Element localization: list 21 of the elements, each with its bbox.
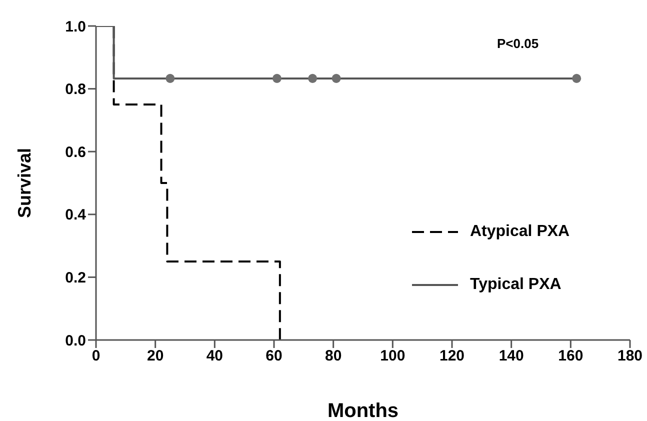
x-tick-label: 100	[380, 348, 406, 365]
x-axis-title: Months	[327, 400, 399, 421]
y-tick-label: 0.8	[65, 81, 86, 98]
y-axis-title: Survival	[14, 148, 34, 218]
y-tick-label: 0.6	[65, 144, 86, 161]
x-tick-label: 140	[498, 348, 524, 365]
y-tick-label: 1.0	[65, 18, 86, 36]
x-tick-label: 40	[206, 348, 224, 365]
x-tick-label: 80	[324, 348, 342, 365]
x-tick-label: 60	[266, 348, 282, 365]
y-tick-label: 0.2	[65, 270, 86, 287]
annotation: P<0.05	[497, 36, 539, 51]
x-tick-label: 120	[439, 348, 465, 365]
legend-label: Atypical PXA	[470, 222, 570, 240]
legend-label: Typical PXA	[470, 276, 562, 294]
x-tick-label: 0	[92, 348, 100, 365]
x-tick-label: 20	[146, 348, 164, 365]
x-tick-label: 160	[558, 348, 584, 365]
y-tick-label: 0.4	[65, 206, 87, 224]
y-tick-label: 0.0	[65, 332, 86, 350]
x-tick-label: 180	[617, 348, 643, 365]
